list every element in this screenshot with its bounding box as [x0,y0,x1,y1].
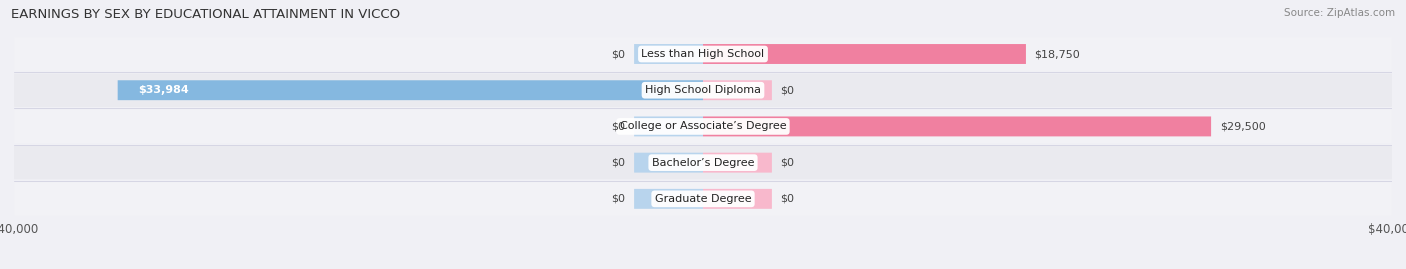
FancyBboxPatch shape [634,116,703,136]
FancyBboxPatch shape [703,189,772,209]
FancyBboxPatch shape [14,110,1392,143]
Text: Less than High School: Less than High School [641,49,765,59]
FancyBboxPatch shape [14,37,1392,71]
Text: $0: $0 [612,158,626,168]
Text: Graduate Degree: Graduate Degree [655,194,751,204]
FancyBboxPatch shape [14,73,1392,107]
Text: College or Associate’s Degree: College or Associate’s Degree [620,121,786,132]
FancyBboxPatch shape [703,80,772,100]
Text: $0: $0 [780,158,794,168]
Text: $33,984: $33,984 [138,85,188,95]
Text: $0: $0 [612,49,626,59]
Text: Source: ZipAtlas.com: Source: ZipAtlas.com [1284,8,1395,18]
Text: Bachelor’s Degree: Bachelor’s Degree [652,158,754,168]
FancyBboxPatch shape [634,153,703,173]
FancyBboxPatch shape [14,182,1392,215]
Text: EARNINGS BY SEX BY EDUCATIONAL ATTAINMENT IN VICCO: EARNINGS BY SEX BY EDUCATIONAL ATTAINMEN… [11,8,401,21]
FancyBboxPatch shape [634,189,703,209]
FancyBboxPatch shape [703,116,1211,136]
Text: $0: $0 [780,194,794,204]
Text: High School Diploma: High School Diploma [645,85,761,95]
Text: $0: $0 [612,194,626,204]
FancyBboxPatch shape [118,80,703,100]
FancyBboxPatch shape [14,146,1392,179]
Text: $0: $0 [612,121,626,132]
Text: $29,500: $29,500 [1219,121,1265,132]
FancyBboxPatch shape [634,44,703,64]
FancyBboxPatch shape [703,153,772,173]
Text: $0: $0 [780,85,794,95]
Text: $18,750: $18,750 [1035,49,1080,59]
FancyBboxPatch shape [703,44,1026,64]
